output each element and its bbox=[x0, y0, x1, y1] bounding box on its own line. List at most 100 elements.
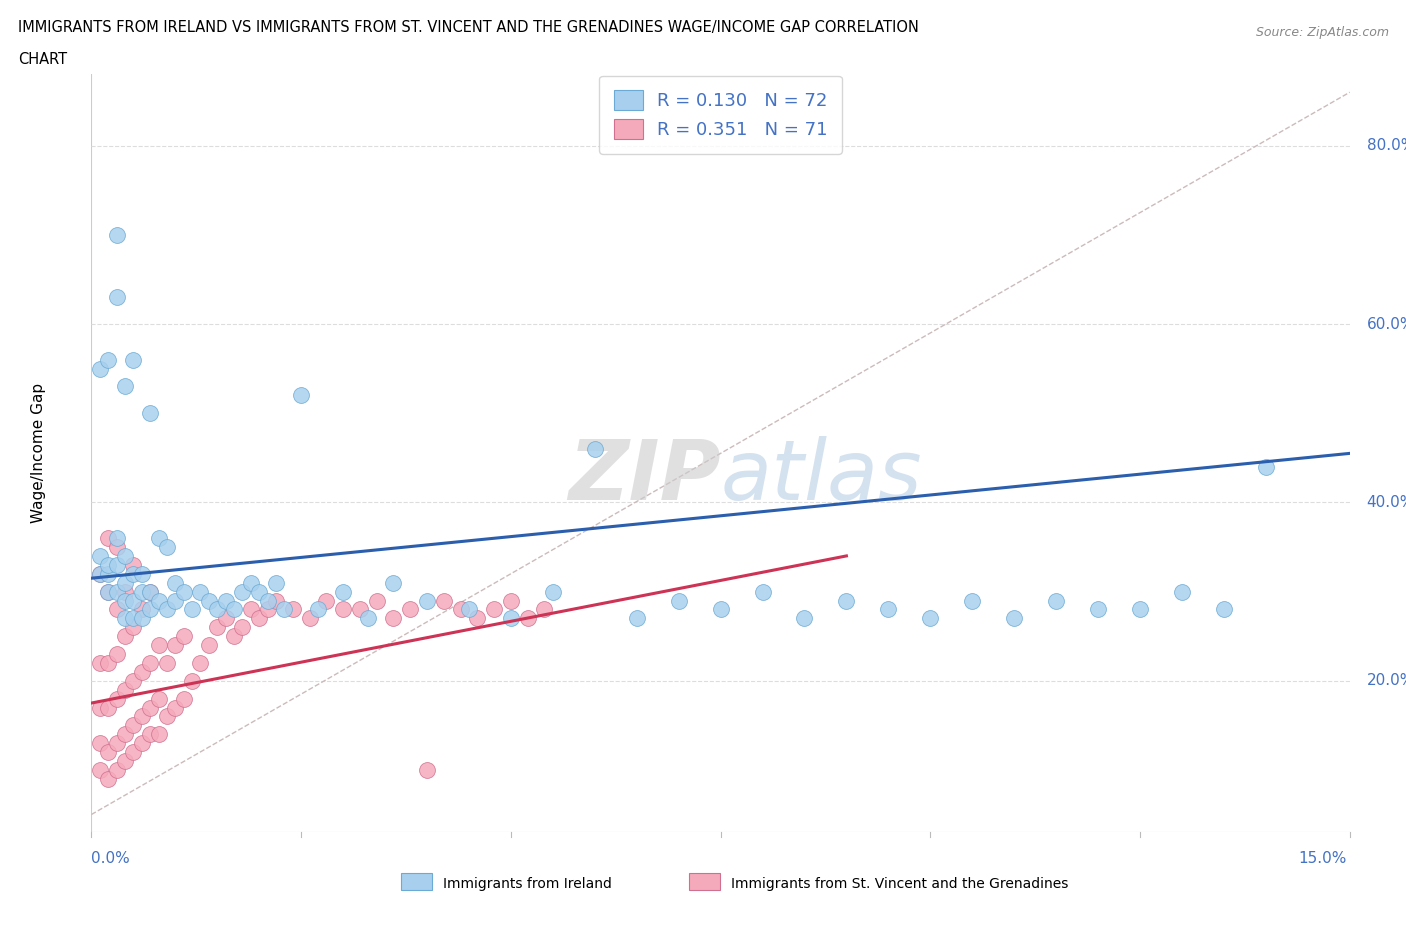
Point bbox=[668, 593, 690, 608]
Point bbox=[122, 557, 145, 572]
Point bbox=[290, 388, 312, 403]
Point bbox=[114, 379, 136, 394]
Point bbox=[105, 228, 128, 243]
Point bbox=[273, 602, 295, 617]
Point bbox=[416, 593, 439, 608]
Point bbox=[499, 593, 522, 608]
Point bbox=[399, 602, 422, 617]
Point bbox=[89, 361, 111, 376]
Point bbox=[105, 736, 128, 751]
Text: Source: ZipAtlas.com: Source: ZipAtlas.com bbox=[1256, 26, 1389, 39]
Point bbox=[122, 566, 145, 581]
Text: 0.0%: 0.0% bbox=[91, 851, 131, 866]
Point bbox=[416, 763, 439, 777]
Point bbox=[114, 629, 136, 644]
Point bbox=[97, 531, 120, 546]
Point bbox=[122, 352, 145, 367]
Point bbox=[307, 602, 329, 617]
Point bbox=[89, 736, 111, 751]
Point bbox=[457, 602, 479, 617]
Point bbox=[751, 584, 773, 599]
Point bbox=[877, 602, 900, 617]
Point bbox=[97, 557, 120, 572]
Point bbox=[264, 576, 287, 591]
Point bbox=[105, 646, 128, 661]
Point bbox=[1254, 459, 1277, 474]
Point bbox=[114, 584, 136, 599]
Point bbox=[349, 602, 371, 617]
Point bbox=[114, 549, 136, 564]
Point bbox=[156, 539, 179, 554]
Point bbox=[231, 619, 253, 634]
Point bbox=[1002, 611, 1025, 626]
Point bbox=[156, 709, 179, 724]
Point bbox=[499, 611, 522, 626]
Point bbox=[222, 629, 245, 644]
Point bbox=[131, 566, 153, 581]
Point bbox=[190, 584, 212, 599]
Point bbox=[105, 539, 128, 554]
Point bbox=[920, 611, 942, 626]
Point bbox=[156, 656, 179, 671]
Point bbox=[114, 593, 136, 608]
Point bbox=[382, 611, 405, 626]
Text: 15.0%: 15.0% bbox=[1299, 851, 1347, 866]
Point bbox=[89, 566, 111, 581]
Point bbox=[173, 584, 195, 599]
Point bbox=[89, 763, 111, 777]
Point bbox=[148, 593, 170, 608]
Point bbox=[239, 602, 262, 617]
Point bbox=[89, 566, 111, 581]
Point bbox=[298, 611, 321, 626]
Text: CHART: CHART bbox=[18, 52, 67, 67]
Point bbox=[450, 602, 472, 617]
Point bbox=[114, 753, 136, 768]
Point bbox=[583, 442, 606, 457]
Point bbox=[165, 638, 187, 653]
Point bbox=[181, 602, 204, 617]
Point bbox=[148, 727, 170, 742]
Point bbox=[239, 576, 262, 591]
Point bbox=[97, 656, 120, 671]
Point bbox=[709, 602, 731, 617]
Point bbox=[97, 584, 120, 599]
Point bbox=[97, 352, 120, 367]
Point bbox=[131, 709, 153, 724]
Point bbox=[482, 602, 505, 617]
Point bbox=[541, 584, 564, 599]
Point bbox=[173, 691, 195, 706]
Point bbox=[1087, 602, 1109, 617]
Point bbox=[131, 611, 153, 626]
Point bbox=[105, 531, 128, 546]
Point bbox=[205, 602, 228, 617]
Point bbox=[256, 593, 278, 608]
Point bbox=[131, 602, 153, 617]
Point bbox=[139, 602, 162, 617]
Point bbox=[114, 727, 136, 742]
Point bbox=[156, 602, 179, 617]
Point bbox=[315, 593, 337, 608]
Point bbox=[122, 718, 145, 733]
Point bbox=[131, 584, 153, 599]
Point bbox=[382, 576, 405, 591]
Point bbox=[332, 584, 354, 599]
Point bbox=[122, 593, 145, 608]
Point bbox=[198, 593, 221, 608]
Point bbox=[97, 584, 120, 599]
Point bbox=[131, 736, 153, 751]
Point bbox=[264, 593, 287, 608]
Text: IMMIGRANTS FROM IRELAND VS IMMIGRANTS FROM ST. VINCENT AND THE GRENADINES WAGE/I: IMMIGRANTS FROM IRELAND VS IMMIGRANTS FR… bbox=[18, 20, 920, 35]
Point bbox=[148, 691, 170, 706]
Point bbox=[247, 611, 270, 626]
Point bbox=[139, 727, 162, 742]
Point bbox=[89, 700, 111, 715]
Point bbox=[366, 593, 388, 608]
Point bbox=[173, 629, 195, 644]
Point bbox=[122, 673, 145, 688]
Text: Immigrants from St. Vincent and the Grenadines: Immigrants from St. Vincent and the Gren… bbox=[731, 876, 1069, 891]
Text: 20.0%: 20.0% bbox=[1367, 673, 1406, 688]
Text: ZIP: ZIP bbox=[568, 435, 720, 516]
Point bbox=[465, 611, 488, 626]
Point bbox=[181, 673, 204, 688]
Point bbox=[256, 602, 278, 617]
